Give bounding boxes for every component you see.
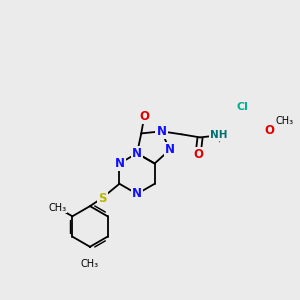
Text: CH₃: CH₃ [48, 203, 67, 213]
Text: N: N [132, 188, 142, 200]
Text: O: O [264, 124, 274, 137]
Text: Cl: Cl [237, 102, 249, 112]
Text: N: N [165, 143, 175, 156]
Text: S: S [98, 191, 106, 205]
Text: N: N [114, 157, 124, 170]
Text: O: O [139, 110, 149, 123]
Text: O: O [193, 148, 203, 161]
Text: N: N [132, 147, 142, 160]
Text: CH₃: CH₃ [276, 116, 294, 126]
Text: NH: NH [210, 130, 227, 140]
Text: CH₃: CH₃ [81, 259, 99, 269]
Text: N: N [157, 125, 166, 138]
